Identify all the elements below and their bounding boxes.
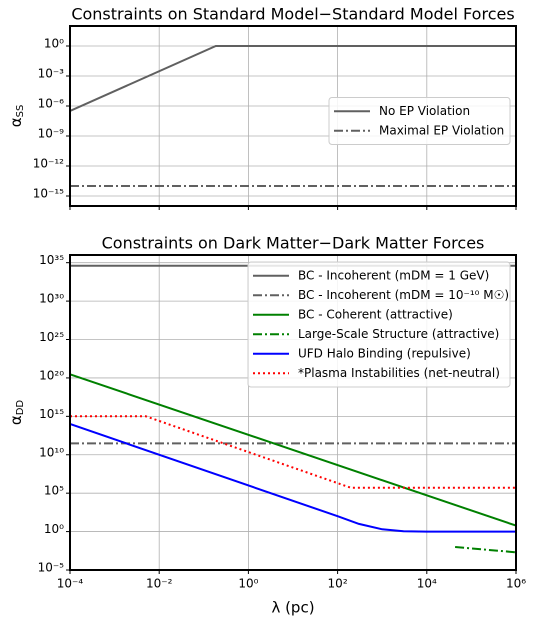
y-tick-label: 10¹⁰ xyxy=(39,445,64,459)
y-axis-subscript: DD xyxy=(15,400,26,416)
panel: Constraints on Standard Model−Standard M… xyxy=(7,5,517,210)
y-tick-label: 10⁵ xyxy=(44,484,64,498)
legend-label: BC - Incoherent (mDM = 10⁻¹⁰ M☉) xyxy=(298,288,509,302)
series-line xyxy=(70,415,516,489)
axes-frame xyxy=(69,25,517,207)
legend-label: No EP Violation xyxy=(379,104,470,118)
y-tick-label: 10²⁵ xyxy=(39,330,64,344)
legend: BC - Incoherent (mDM = 1 GeV) BC - Incohe… xyxy=(247,261,511,388)
y-tick-label: 10³⁵ xyxy=(39,253,64,267)
y-tick-label: 10³⁰ xyxy=(39,292,64,306)
y-tick-label: 10⁻¹² xyxy=(33,157,64,171)
x-tick-label: 10⁶ xyxy=(506,577,526,591)
y-tick-label: 10⁻¹⁵ xyxy=(33,187,64,201)
axes-frame xyxy=(69,254,517,571)
series-line xyxy=(70,423,516,533)
legend-box xyxy=(247,261,511,388)
legend-label: BC - Incoherent (mDM = 1 GeV) xyxy=(298,268,489,282)
x-tick-label: 10⁴ xyxy=(417,577,437,591)
chart-title: Constraints on Dark Matter−Dark Matter F… xyxy=(102,234,485,253)
x-tick-label: 10⁻² xyxy=(146,577,173,591)
legend-label: Large-Scale Structure (attractive) xyxy=(298,327,499,341)
legend-label: UFD Halo Binding (repulsive) xyxy=(298,346,471,360)
legend-box xyxy=(328,97,511,145)
x-tick-label: 10² xyxy=(328,577,348,591)
series-line xyxy=(455,546,516,554)
chart-title: Constraints on Standard Model−Standard M… xyxy=(71,5,514,24)
x-axis-label: λ (pc) xyxy=(271,599,314,617)
y-tick-label: 10⁰ xyxy=(44,37,64,51)
x-tick-label: 10⁰ xyxy=(238,577,258,591)
y-axis-label: αDD xyxy=(7,400,27,426)
legend-label: BC - Coherent (attractive) xyxy=(298,307,453,321)
y-axis-symbol: α xyxy=(7,415,25,425)
y-tick-label: 10⁰ xyxy=(44,522,64,536)
series-line xyxy=(70,373,516,527)
x-tick-label: 10⁻⁴ xyxy=(57,577,84,591)
legend: No EP Violation Maximal EP Violation xyxy=(328,97,511,145)
y-tick-label: 10⁻³ xyxy=(38,67,65,81)
series-line xyxy=(70,45,516,112)
y-tick-label: 10⁻⁵ xyxy=(38,561,65,575)
y-tick-label: 10⁻⁶ xyxy=(38,97,65,111)
panel: Constraints on Dark Matter−Dark Matter F… xyxy=(7,234,527,617)
legend-label: Maximal EP Violation xyxy=(379,123,504,137)
y-axis-label: αSS xyxy=(7,105,27,128)
y-axis-subscript: SS xyxy=(15,105,26,118)
y-tick-label: 10⁻⁹ xyxy=(38,127,65,141)
y-axis-symbol: α xyxy=(7,117,25,127)
y-tick-label: 10²⁰ xyxy=(39,368,64,382)
legend-label: *Plasma Instabilities (net-neutral) xyxy=(298,366,500,380)
y-tick-label: 10¹⁵ xyxy=(39,407,64,421)
